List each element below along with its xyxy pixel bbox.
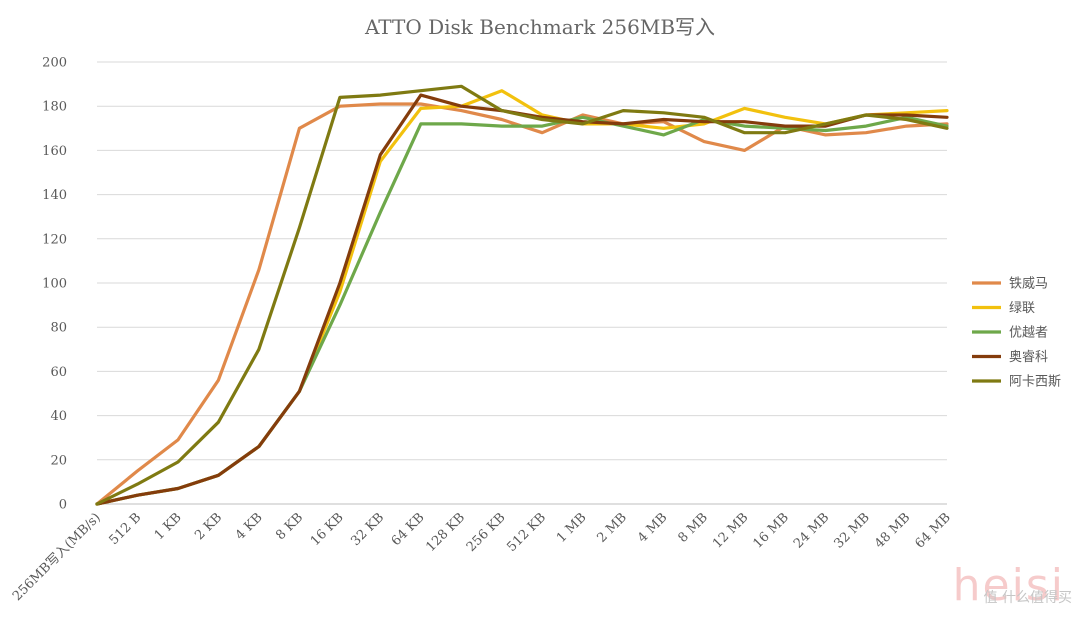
y-tick-label: 100: [42, 277, 67, 292]
y-tick-label: 140: [42, 188, 67, 203]
x-tick-label: 16 MB: [751, 510, 792, 551]
series-line-绿联: [95, 89, 949, 506]
watermark-site-text: 值 什么值得买: [984, 589, 1072, 606]
x-tick-label: 48 MB: [872, 510, 913, 551]
series-line-优越者: [95, 115, 949, 506]
y-tick-label: 20: [50, 453, 67, 468]
chart-title: ATTO Disk Benchmark 256MB写入: [364, 15, 715, 39]
y-tick-label: 60: [50, 365, 67, 380]
x-tick-label: 32 KB: [348, 510, 387, 549]
y-tick-label: 0: [59, 498, 67, 513]
watermark: heisi 值 什么值得买: [953, 560, 1072, 611]
x-tick-label: 64 MB: [912, 510, 953, 551]
y-axis-ticks: 0 20 40 60 80 100 120 140 160 180 200: [42, 56, 67, 513]
x-tick-label: 128 KB: [423, 510, 468, 555]
x-tick-label: 64 KB: [389, 510, 428, 549]
x-tick-label: 24 MB: [791, 510, 832, 551]
legend-label: 铁威马: [1009, 277, 1048, 292]
x-tick-label: 2 KB: [192, 510, 225, 543]
x-tick-label: 16 KB: [308, 510, 347, 549]
legend-label: 奥睿科: [1009, 350, 1048, 365]
y-tick-label: 120: [42, 232, 67, 247]
x-tick-label: 4 MB: [635, 510, 671, 546]
x-tick-label: 8 MB: [675, 510, 711, 546]
series-line-阿卡西斯: [95, 84, 949, 506]
gridlines: [97, 61, 947, 505]
watermark-logo: heisi: [953, 560, 1065, 611]
series-lines: [95, 84, 949, 506]
x-tick-label: 12 MB: [710, 510, 751, 551]
y-tick-label: 40: [50, 409, 67, 424]
legend-label: 阿卡西斯: [1009, 375, 1061, 390]
x-tick-label: 256MB写入(MB/s): [10, 510, 104, 604]
legend-label: 绿联: [1009, 301, 1035, 316]
series-line-奥睿科: [95, 93, 949, 506]
x-tick-label: 8 KB: [273, 510, 306, 543]
y-tick-label: 180: [42, 100, 67, 115]
x-tick-label: 1 MB: [554, 510, 590, 546]
x-tick-label: 512 KB: [504, 510, 549, 555]
x-tick-label: 1 KB: [152, 510, 185, 543]
series-line-铁威马: [95, 102, 949, 506]
x-tick-label: 2 MB: [594, 510, 630, 546]
x-tick-label: 4 KB: [233, 510, 266, 543]
x-tick-label: 256 KB: [464, 510, 509, 555]
legend-label: 优越者: [1009, 326, 1048, 341]
x-tick-label: 512 B: [106, 510, 144, 548]
y-tick-label: 80: [50, 321, 67, 336]
x-tick-label: 32 MB: [831, 510, 872, 551]
y-tick-label: 200: [42, 56, 67, 71]
y-tick-label: 160: [42, 144, 67, 159]
